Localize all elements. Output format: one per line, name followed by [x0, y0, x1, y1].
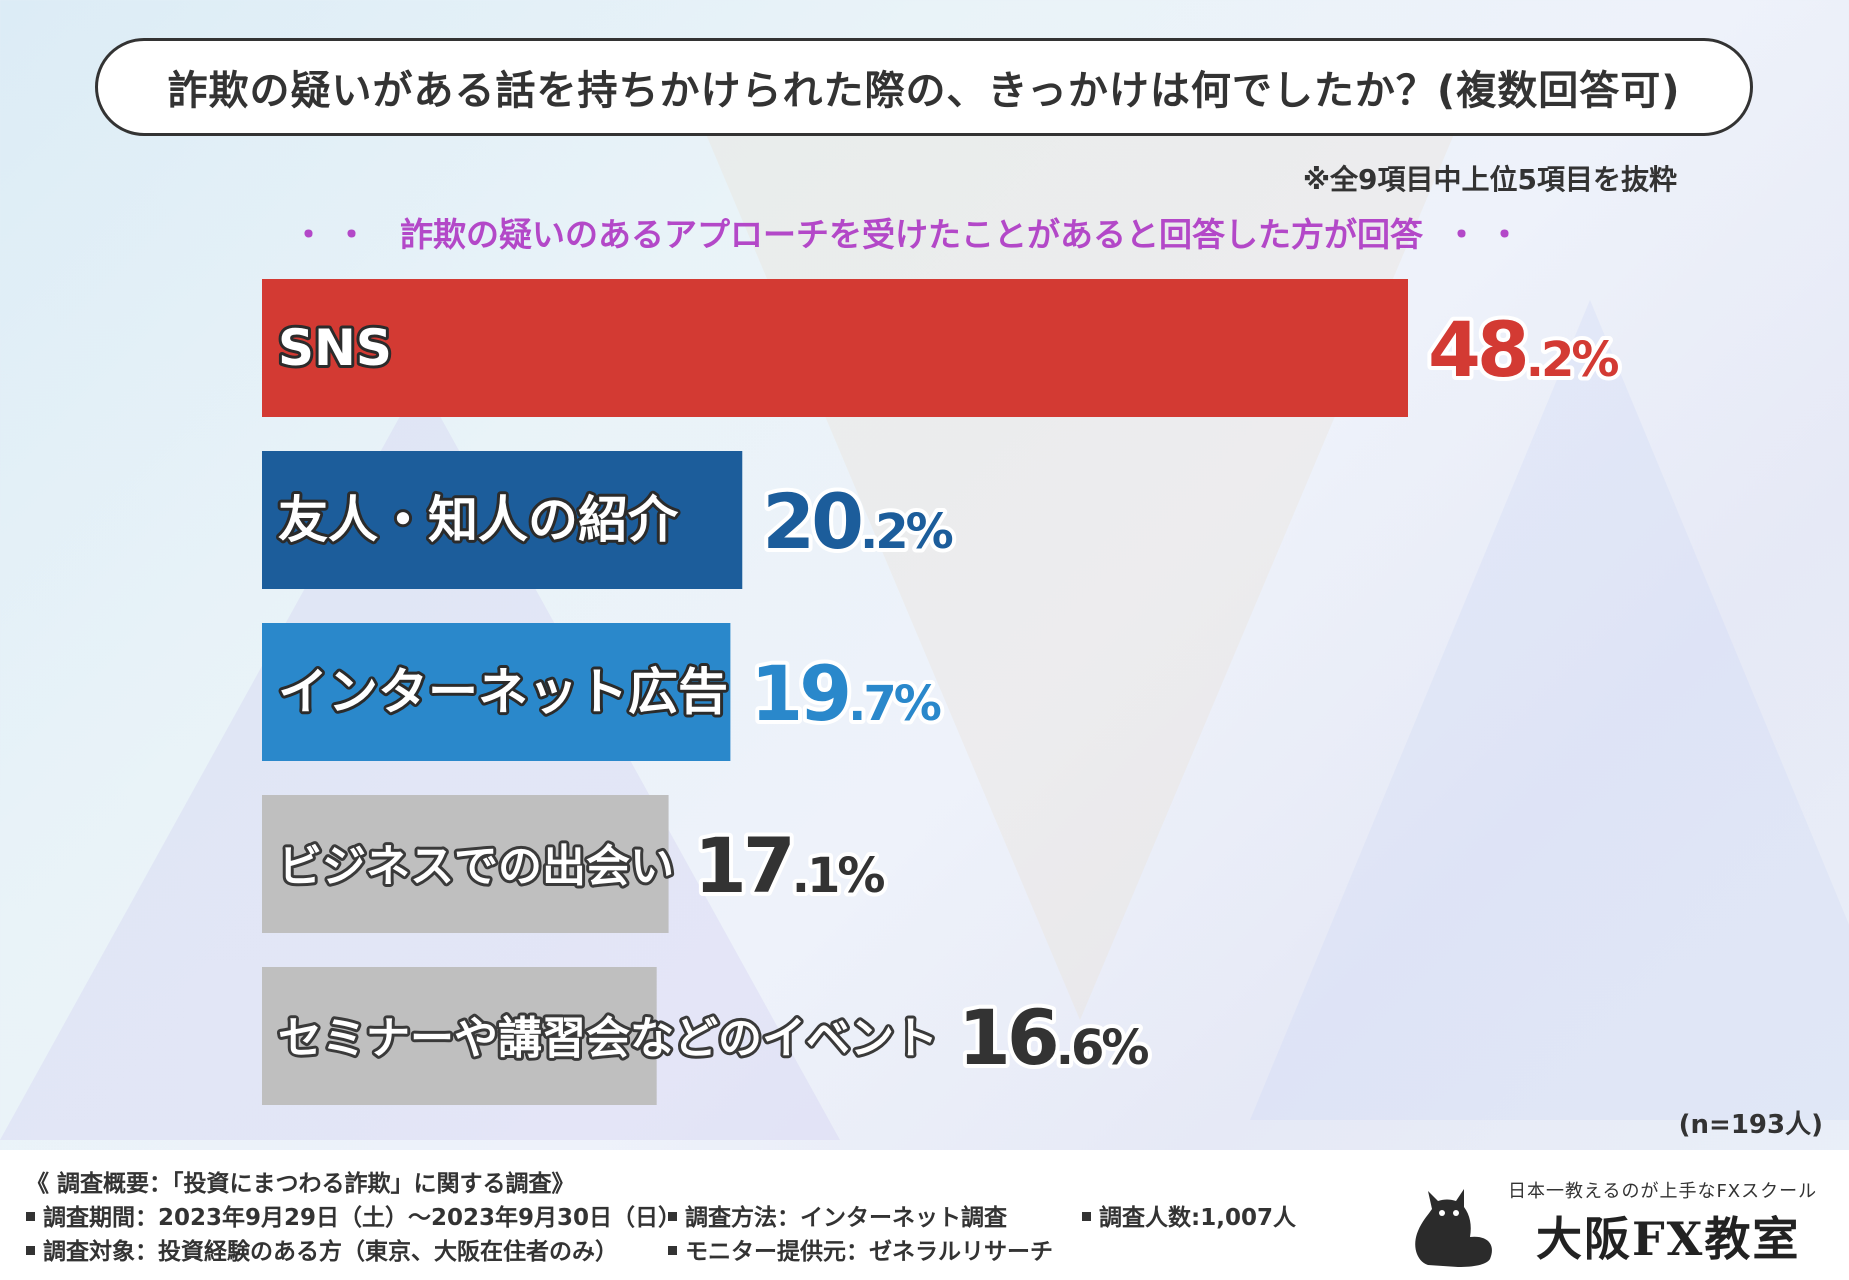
bar: [262, 623, 731, 761]
survey-method: 調査方法：インターネット調査: [668, 1198, 1007, 1232]
subtitle-dots-left: ・・: [292, 215, 378, 254]
cat-silhouette-icon: [1415, 1189, 1492, 1267]
bar: [262, 279, 1408, 417]
survey-target-text: 調査対象：投資経験のある方（東京、大阪在住者のみ）: [43, 1239, 618, 1265]
respondent-subtitle: ・・ 詐欺の疑いのあるアプローチを受けたことがあると回答した方が回答 ・・: [270, 208, 1553, 256]
excerpt-note: ※全9項目中上位5項目を抜粋: [1302, 163, 1677, 196]
bar: [262, 451, 743, 589]
bar-value-label: 20.2%: [762, 477, 952, 566]
logo-name: 大阪FX教室: [1536, 1212, 1801, 1266]
survey-period-text: 調査期間：2023年9月29日（土）～2023年9月30日（日）: [43, 1205, 682, 1231]
bullet: [668, 1212, 677, 1221]
bar-category-label: セミナーや講習会などのイベント: [278, 1013, 938, 1064]
bullet: [26, 1212, 35, 1221]
footer: 《 調査概要：「投資にまつわる詐欺」に関する調査》 調査期間：2023年9月29…: [0, 1150, 1849, 1280]
monitor-provider-text: モニター提供元：ゼネラルリサーチ: [685, 1239, 1053, 1265]
bar-chart: SNS 48.2% 友人・知人の紹介 20.2% インターネット広告 19.7% ビジネスで…: [262, 279, 1622, 1105]
survey-period: 調査期間：2023年9月29日（土）～2023年9月30日（日）: [26, 1198, 681, 1232]
bullet: [26, 1246, 35, 1255]
title-box: 詐欺の疑いがある話を持ちかけられた際の、きっかけは何でしたか？(複数回答可): [95, 38, 1753, 136]
survey-target: 調査対象：投資経験のある方（東京、大阪在住者のみ）: [26, 1232, 618, 1266]
bar-value-label: 16.6%: [958, 993, 1148, 1082]
bar-category-label: ビジネスでの出会い: [278, 841, 674, 892]
monitor-provider: モニター提供元：ゼネラルリサーチ: [668, 1232, 1053, 1266]
bar-value-label: 48.2%: [1428, 305, 1618, 394]
survey-count: 調査人数:1,007人: [1082, 1198, 1296, 1232]
subtitle-dots-right: ・・: [1445, 215, 1531, 254]
bar-value-label: 17.1%: [694, 821, 884, 910]
sample-size-label: (n=193人): [1678, 1110, 1823, 1140]
survey-title: 《 調査概要：「投資にまつわる詐欺」に関する調査》: [26, 1171, 575, 1197]
survey-count-text: 調査人数:1,007人: [1099, 1205, 1296, 1231]
bar-value-label: 19.7%: [750, 649, 940, 738]
bar-category-label: インターネット広告: [278, 663, 728, 721]
subtitle-text: 詐欺の疑いのあるアプローチを受けたことがあると回答した方が回答: [400, 215, 1423, 254]
bar-category-label: SNS: [278, 319, 392, 377]
bar: [262, 967, 657, 1105]
bullet: [1082, 1212, 1091, 1221]
logo-tagline: 日本一教えるのが上手なFXスクール: [1508, 1181, 1818, 1202]
bar: [262, 795, 669, 933]
bar-category-label: 友人・知人の紹介: [278, 491, 679, 549]
survey-method-text: 調査方法：インターネット調査: [685, 1205, 1007, 1231]
logo: 日本一教えるのが上手なFXスクール 大阪FX教室: [1398, 1165, 1818, 1270]
bullet: [668, 1246, 677, 1255]
chart-title: 詐欺の疑いがある話を持ちかけられた際の、きっかけは何でしたか？(複数回答可): [167, 68, 1681, 114]
